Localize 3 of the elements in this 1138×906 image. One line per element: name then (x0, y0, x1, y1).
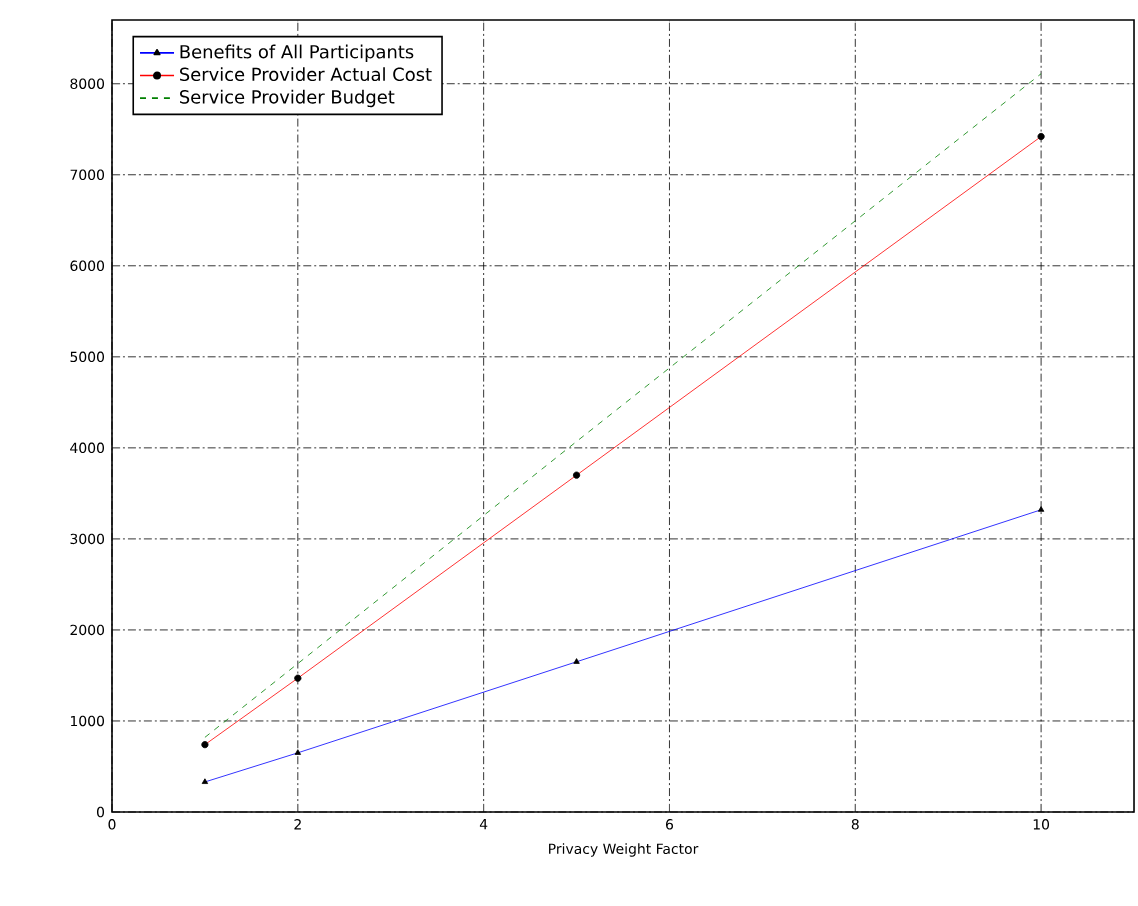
legend-label: Benefits of All Participants (180, 44, 414, 62)
legend-label: Service Provider Actual Cost (180, 67, 432, 82)
legend-label: Service Provider Budget (180, 89, 395, 108)
